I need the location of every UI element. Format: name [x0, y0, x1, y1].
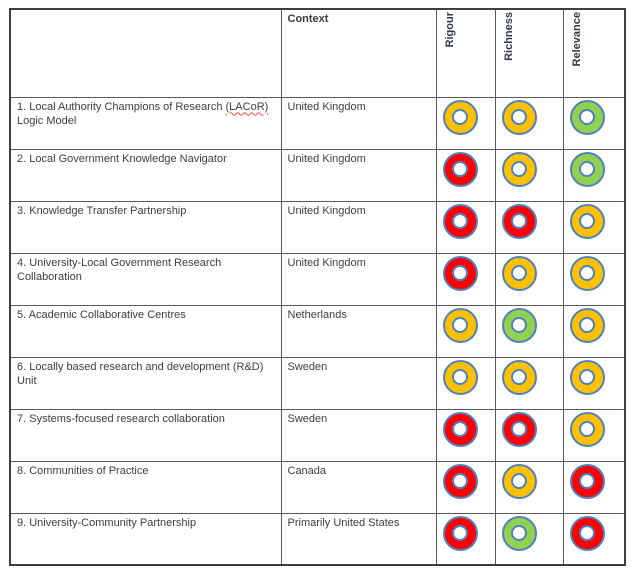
row-context: United Kingdom [280, 252, 437, 306]
header-context: Context [280, 8, 437, 98]
rating-cell-rigour [435, 252, 496, 306]
table-row: 6. Locally based research and developmen… [9, 356, 626, 410]
rigour-rating-red-donut-icon [442, 203, 478, 239]
header-rigour: Rigour [435, 8, 496, 98]
table-row: 8. Communities of Practice Canada [9, 460, 626, 514]
relevance-rating-amber-donut-icon [569, 307, 605, 343]
richness-rating-amber-donut-icon [501, 359, 537, 395]
rigour-rating-red-donut-icon [442, 515, 478, 551]
relevance-rating-amber-donut-icon [569, 359, 605, 395]
row-title: 5. Academic Collaborative Centres [9, 304, 282, 358]
rating-cell-rigour [435, 512, 496, 566]
table-row: 7. Systems-focused research collaboratio… [9, 408, 626, 462]
header-richness-label: Richness [502, 12, 515, 61]
richness-rating-amber-donut-icon [501, 255, 537, 291]
rating-cell-richness [494, 200, 564, 254]
relevance-rating-amber-donut-icon [569, 255, 605, 291]
relevance-rating-red-donut-icon [569, 515, 605, 551]
row-title: 4. University-Local Government Research … [9, 252, 282, 306]
row-context: United Kingdom [280, 200, 437, 254]
rating-cell-rigour [435, 408, 496, 462]
rating-cell-relevance [562, 356, 626, 410]
richness-rating-amber-donut-icon [501, 151, 537, 187]
richness-rating-amber-donut-icon [501, 463, 537, 499]
row-context: Sweden [280, 356, 437, 410]
richness-rating-amber-donut-icon [501, 99, 537, 135]
rating-cell-richness [494, 408, 564, 462]
rating-cell-rigour [435, 304, 496, 358]
row-title: 3. Knowledge Transfer Partnership [9, 200, 282, 254]
row-title: 6. Locally based research and developmen… [9, 356, 282, 410]
relevance-rating-red-donut-icon [569, 463, 605, 499]
rating-cell-rigour [435, 356, 496, 410]
rating-cell-rigour [435, 148, 496, 202]
rigour-rating-red-donut-icon [442, 255, 478, 291]
row-context: Sweden [280, 408, 437, 462]
header-row: Context Rigour Richness Relevance [9, 8, 626, 98]
relevance-rating-amber-donut-icon [569, 411, 605, 447]
header-blank-cell [9, 8, 282, 98]
rating-cell-relevance [562, 460, 626, 514]
relevance-rating-green-donut-icon [569, 99, 605, 135]
header-richness: Richness [494, 8, 564, 98]
rating-cell-richness [494, 148, 564, 202]
row-context: Primarily United States [280, 512, 437, 566]
relevance-rating-amber-donut-icon [569, 203, 605, 239]
rating-cell-rigour [435, 200, 496, 254]
relevance-rating-green-donut-icon [569, 151, 605, 187]
rating-cell-relevance [562, 512, 626, 566]
rating-cell-richness [494, 356, 564, 410]
richness-rating-green-donut-icon [501, 307, 537, 343]
rating-cell-richness [494, 460, 564, 514]
rigour-rating-red-donut-icon [442, 411, 478, 447]
table-body: 1. Local Authority Champions of Research… [9, 96, 626, 566]
rigour-rating-amber-donut-icon [442, 359, 478, 395]
row-title: 9. University-Community Partnership [9, 512, 282, 566]
row-context: Netherlands [280, 304, 437, 358]
ratings-table: Context Rigour Richness Relevance 1. Loc… [9, 8, 626, 566]
rigour-rating-amber-donut-icon [442, 99, 478, 135]
table-row: 4. University-Local Government Research … [9, 252, 626, 306]
table-row: 9. University-Community Partnership Prima… [9, 512, 626, 566]
spellcheck-marked-text: (LACoR) [225, 100, 269, 113]
row-title: 7. Systems-focused research collaboratio… [9, 408, 282, 462]
richness-rating-red-donut-icon [501, 203, 537, 239]
rigour-rating-red-donut-icon [442, 151, 478, 187]
rigour-rating-red-donut-icon [442, 463, 478, 499]
row-context: United Kingdom [280, 96, 437, 150]
table-row: 1. Local Authority Champions of Research… [9, 96, 626, 150]
richness-rating-green-donut-icon [501, 515, 537, 551]
rating-cell-relevance [562, 148, 626, 202]
rating-cell-relevance [562, 200, 626, 254]
rating-cell-richness [494, 304, 564, 358]
rating-cell-relevance [562, 96, 626, 150]
rating-cell-relevance [562, 252, 626, 306]
table-row: 3. Knowledge Transfer Partnership United … [9, 200, 626, 254]
header-relevance-label: Relevance [570, 12, 583, 67]
rating-cell-relevance [562, 304, 626, 358]
rigour-rating-amber-donut-icon [442, 307, 478, 343]
header-rigour-label: Rigour [443, 12, 456, 48]
table-row: 5. Academic Collaborative Centres Netherl… [9, 304, 626, 358]
header-relevance: Relevance [562, 8, 626, 98]
row-context: Canada [280, 460, 437, 514]
rating-cell-relevance [562, 408, 626, 462]
rating-cell-rigour [435, 96, 496, 150]
table-row: 2. Local Government Knowledge Navigator U… [9, 148, 626, 202]
rating-cell-rigour [435, 460, 496, 514]
row-context: United Kingdom [280, 148, 437, 202]
row-title: 8. Communities of Practice [9, 460, 282, 514]
rating-cell-richness [494, 96, 564, 150]
richness-rating-red-donut-icon [501, 411, 537, 447]
row-title: 1. Local Authority Champions of Research… [9, 96, 282, 150]
rating-cell-richness [494, 512, 564, 566]
rating-cell-richness [494, 252, 564, 306]
row-title: 2. Local Government Knowledge Navigator [9, 148, 282, 202]
